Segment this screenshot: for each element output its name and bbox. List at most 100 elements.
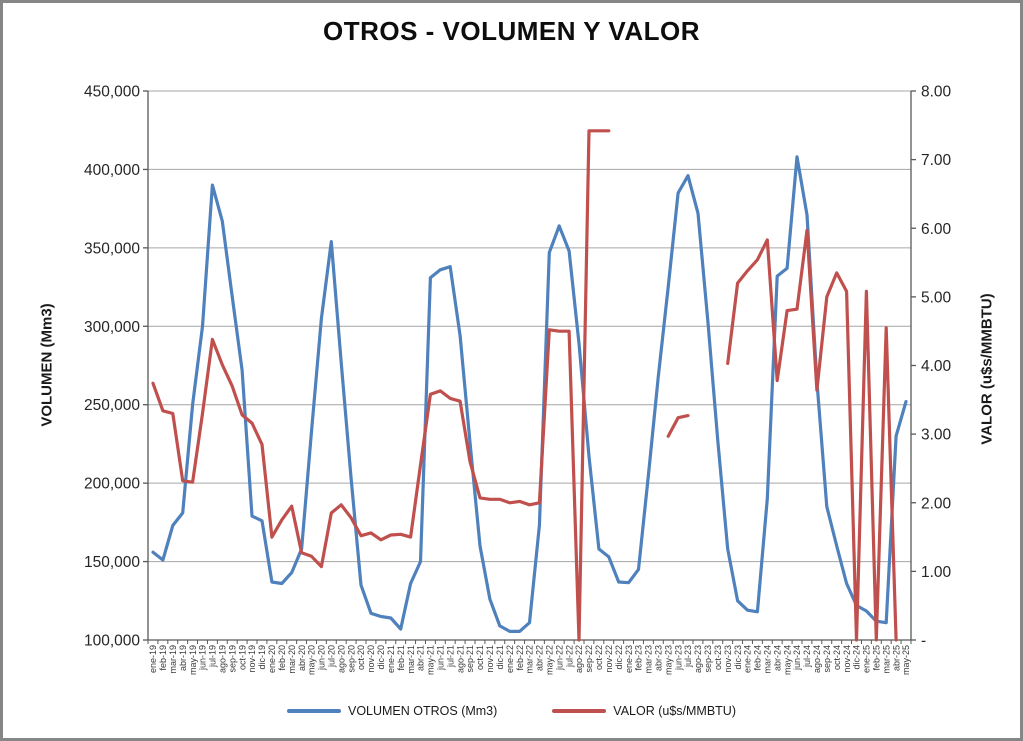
x-tick-label: jul-21 xyxy=(445,645,455,668)
x-tick-label: oct-20 xyxy=(356,645,366,670)
x-tick-label: jun-21 xyxy=(436,645,446,671)
x-tick-label: jun-20 xyxy=(317,645,327,671)
x-tick-label: oct-21 xyxy=(475,645,485,670)
x-tick-label: jul-23 xyxy=(683,645,693,668)
x-tick-label: dic-21 xyxy=(495,645,505,670)
x-tick-label: mar-20 xyxy=(287,645,297,674)
x-tick-label: ene-22 xyxy=(505,645,515,673)
x-tick-label: may-22 xyxy=(545,645,555,675)
x-tick-label: feb-24 xyxy=(753,645,763,671)
legend-line-valor-icon xyxy=(552,709,607,713)
x-tick-label: jun-23 xyxy=(673,645,683,671)
x-tick-label: jul-22 xyxy=(564,645,574,668)
x-tick-label: oct-23 xyxy=(713,645,723,670)
x-tick-label: ago-24 xyxy=(812,645,822,673)
x-tick-label: may-23 xyxy=(663,645,673,675)
legend-item-volumen: VOLUMEN OTROS (Mm3) xyxy=(286,704,498,718)
x-tick-label: nov-20 xyxy=(366,645,376,673)
series-volumen-line xyxy=(151,155,908,633)
x-tick-label: may-25 xyxy=(901,645,911,675)
series-valor-line xyxy=(151,129,898,642)
left-tick-label: 200,000 xyxy=(84,476,140,493)
x-tick-label: ago-21 xyxy=(455,645,465,673)
legend-label-volumen: VOLUMEN OTROS (Mm3) xyxy=(347,704,498,718)
x-tick-label: may-21 xyxy=(426,645,436,675)
x-tick-label: mar-19 xyxy=(168,645,178,674)
legend-label-valor: VALOR (u$s/MMBTU) xyxy=(613,704,736,718)
x-tick-label: mar-21 xyxy=(406,645,416,674)
x-tick-label: dic-19 xyxy=(257,645,267,670)
left-tick-label: 350,000 xyxy=(84,240,140,257)
x-tick-label: ene-19 xyxy=(148,645,158,673)
x-tick-label: mar-25 xyxy=(881,645,891,674)
chart-title: OTROS - VOLUMEN Y VALOR xyxy=(323,16,700,46)
x-tick-label: ene-20 xyxy=(267,645,277,673)
x-tick-label: jul-24 xyxy=(802,645,812,668)
x-tick-label: ago-19 xyxy=(218,645,228,673)
x-tick-label: sep-23 xyxy=(703,645,713,673)
x-tick-label: sep-21 xyxy=(465,645,475,673)
right-tick-labels: 8.00 7.00 6.00 5.00 4.00 3.00 2.00 1.00 - xyxy=(921,84,952,650)
x-tick-label: abr-20 xyxy=(297,645,307,671)
x-tick-label: jun-19 xyxy=(198,645,208,671)
x-tick-label: oct-24 xyxy=(832,645,842,670)
x-tick-labels: ene-19 feb-19 mar-19 abr-19 may-19 jun-19 jul-… xyxy=(148,645,911,675)
x-tick-label: oct-19 xyxy=(237,645,247,670)
left-tick-label: 100,000 xyxy=(84,633,140,650)
left-tick-labels: 450,000 400,000 350,000 300,000 250,000 200,0… xyxy=(84,84,140,650)
x-tick-label: ago-23 xyxy=(693,645,703,673)
x-tick-label: feb-20 xyxy=(277,645,287,671)
x-tick-label: nov-21 xyxy=(485,645,495,673)
x-tick-label: jun-24 xyxy=(792,645,802,671)
x-tick-label: feb-19 xyxy=(158,645,168,671)
plot-area: 450,000 400,000 350,000 300,000 250,000 200,0… xyxy=(84,84,952,676)
right-tick-label: - xyxy=(921,633,926,650)
x-tick-label: feb-25 xyxy=(872,645,882,671)
left-tick-label: 300,000 xyxy=(84,319,140,336)
right-tick-label: 5.00 xyxy=(921,289,952,306)
x-tick-label: sep-22 xyxy=(584,645,594,673)
right-tick-label: 4.00 xyxy=(921,358,952,375)
x-tick-label: sep-24 xyxy=(822,645,832,673)
x-tick-label: mar-23 xyxy=(644,645,654,674)
gridlines xyxy=(148,90,911,563)
x-tick-label: dic-24 xyxy=(852,645,862,670)
x-tick-label: ago-22 xyxy=(574,645,584,673)
right-tick-label: 8.00 xyxy=(921,84,952,101)
x-tick-label: abr-19 xyxy=(178,645,188,671)
x-tick-label: ago-20 xyxy=(336,645,346,673)
x-tick-label: feb-23 xyxy=(634,645,644,671)
left-tick-label: 150,000 xyxy=(84,554,140,571)
x-tick-label: feb-21 xyxy=(396,645,406,671)
x-tick-label: nov-19 xyxy=(247,645,257,673)
x-tick-label: jul-19 xyxy=(208,645,218,668)
x-tick-label: abr-23 xyxy=(654,645,664,671)
x-tick-label: dic-23 xyxy=(733,645,743,670)
legend-item-valor: VALOR (u$s/MMBTU) xyxy=(552,704,736,718)
legend: VOLUMEN OTROS (Mm3) VALOR (u$s/MMBTU) xyxy=(3,704,1020,718)
x-tick-label: ene-25 xyxy=(862,645,872,673)
right-tick-label: 6.00 xyxy=(921,221,952,238)
right-tick-label: 2.00 xyxy=(921,495,952,512)
x-tick-label: abr-25 xyxy=(891,645,901,671)
x-tick-label: nov-24 xyxy=(842,645,852,673)
x-tick-label: oct-22 xyxy=(594,645,604,670)
x-tick-label: nov-22 xyxy=(604,645,614,673)
x-tick-label: may-24 xyxy=(782,645,792,675)
right-tick-label: 7.00 xyxy=(921,152,952,169)
left-tick-label: 250,000 xyxy=(84,397,140,414)
x-tick-label: ene-21 xyxy=(386,645,396,673)
x-tick-label: ene-23 xyxy=(624,645,634,673)
x-tick-label: sep-20 xyxy=(346,645,356,673)
x-tick-label: abr-21 xyxy=(416,645,426,671)
x-tick-label: abr-22 xyxy=(535,645,545,671)
x-tick-label: ene-24 xyxy=(743,645,753,673)
tick-marks xyxy=(143,90,916,644)
legend-line-volumen-icon xyxy=(286,709,341,713)
x-tick-label: nov-23 xyxy=(723,645,733,673)
x-tick-label: mar-24 xyxy=(763,645,773,674)
x-tick-label: may-20 xyxy=(307,645,317,675)
x-tick-label: jul-20 xyxy=(327,645,337,668)
x-tick-label: jun-22 xyxy=(554,645,564,671)
